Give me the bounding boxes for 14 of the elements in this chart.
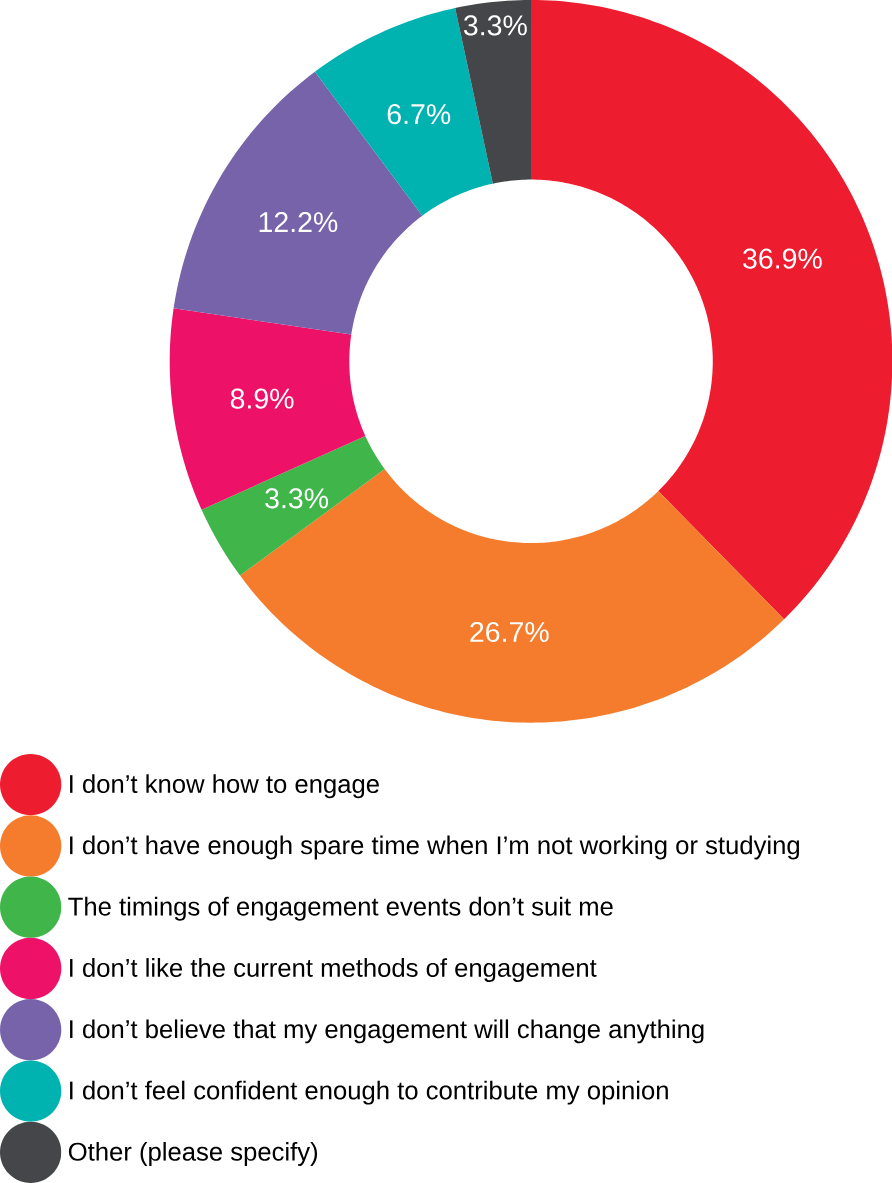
legend-label: I don’t feel confident enough to contribute my opinion (69, 1080, 668, 1105)
data-label: 8.9% (230, 388, 294, 409)
data-label: 12.2% (259, 212, 338, 233)
data-label: 26.7% (470, 621, 549, 643)
legend-label: The timings of engagement events don’t suit me (68, 896, 613, 921)
legend-label: I don’t like the current methods of engagement (69, 958, 597, 983)
legend-label: I don’t have enough spare time when I’m not working or studying (69, 835, 799, 860)
data-label: 3.3% (463, 15, 527, 36)
data-label: 3.3% (265, 488, 328, 509)
legend-label: I don’t believe that my engagement will change anything (69, 1019, 704, 1044)
data-label: 6.7% (387, 104, 451, 125)
legend-label: I don’t know how to engage (69, 774, 379, 799)
data-label: 36.9% (742, 248, 822, 269)
legend-label: Other (please specify) (68, 1141, 317, 1166)
